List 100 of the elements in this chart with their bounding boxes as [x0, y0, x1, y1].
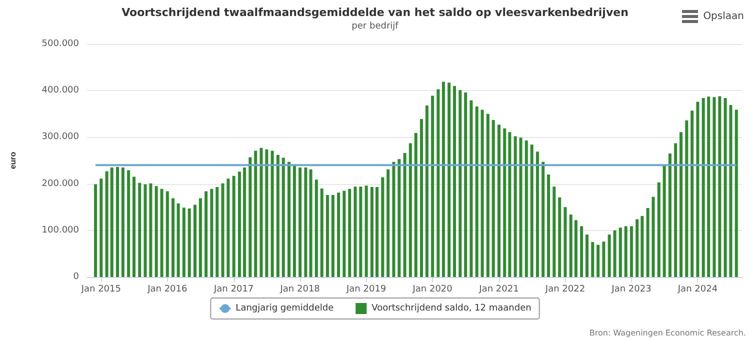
bar: [668, 154, 672, 277]
bar: [464, 92, 468, 277]
bar: [497, 124, 500, 277]
bar: [386, 169, 390, 277]
bar: [475, 106, 478, 277]
bar: [342, 190, 346, 277]
bar: [276, 154, 280, 277]
bar: [216, 187, 219, 277]
bar: [586, 234, 589, 277]
bar: [105, 171, 108, 277]
bar: [680, 132, 683, 277]
y-tick-label: 400.000: [42, 86, 80, 96]
bar: [243, 167, 246, 277]
bar: [326, 194, 329, 277]
bar: [596, 244, 600, 277]
bar: [226, 178, 230, 277]
text: Bron: Wageningen Economic Research.: [589, 328, 746, 338]
x-tick-label: Jan 2020: [412, 284, 453, 294]
bar: [613, 230, 616, 277]
bar: [724, 98, 727, 277]
y-tick-label: 300.000: [42, 132, 80, 142]
x-tick-label: Jan 2018: [279, 284, 320, 294]
bar: [542, 162, 545, 277]
y-axis-title: euro: [8, 152, 18, 170]
bar: [176, 203, 180, 277]
bar: [657, 182, 660, 277]
bar: [265, 149, 268, 277]
bar: [348, 188, 352, 277]
bar: [470, 100, 473, 277]
bar: [94, 184, 98, 277]
bar: [414, 133, 418, 277]
bar: [376, 187, 379, 277]
bar: [503, 128, 506, 277]
bar: [569, 214, 572, 277]
bar: [304, 167, 308, 277]
bar: [408, 143, 412, 277]
bar: [652, 196, 655, 277]
bar: [486, 114, 490, 277]
bar: [127, 170, 130, 277]
bar: [370, 187, 374, 277]
bar: [552, 186, 556, 277]
bar: [100, 178, 103, 277]
bar: [282, 158, 285, 277]
bar: [580, 226, 584, 277]
bar: [182, 208, 186, 277]
bar: [248, 157, 252, 277]
bar: [442, 82, 445, 277]
bar: [193, 204, 196, 277]
bar: [685, 120, 688, 277]
bar: [110, 167, 114, 277]
bar: [398, 159, 401, 277]
chart-title: Voortschrijdend twaalfmaandsgemiddelde van het saldo op vleesvarkenbedrijven: [122, 6, 628, 19]
bar: [718, 96, 722, 277]
bar: [232, 176, 236, 277]
bar: [547, 174, 550, 277]
bar: [298, 167, 302, 277]
bar: [608, 234, 611, 277]
bar: [210, 188, 214, 277]
bar: [431, 96, 434, 277]
bar: [624, 226, 628, 277]
bar: [238, 172, 241, 277]
bar: [320, 188, 324, 277]
bar: [309, 169, 312, 277]
bar: [198, 198, 202, 277]
y-tick-label: 200.000: [42, 178, 80, 189]
bar: [530, 144, 534, 277]
bar: [564, 207, 567, 277]
x-tick-label: Jan 2024: [676, 284, 718, 294]
text: Opslaan: [703, 11, 744, 22]
bar: [138, 182, 142, 277]
bar: [712, 97, 716, 277]
bar: [696, 102, 700, 277]
bar: [132, 176, 136, 277]
bar: [420, 119, 423, 277]
bar: [734, 110, 738, 277]
bar: [480, 110, 484, 277]
bar: [260, 148, 263, 277]
y-tick-label: 500.000: [42, 39, 80, 49]
bar: [116, 167, 119, 277]
bar: [144, 184, 147, 277]
bar: [221, 183, 224, 277]
bar: [636, 219, 639, 277]
bar: [292, 164, 296, 277]
bar: [702, 98, 705, 277]
x-tick-label: Jan 2021: [478, 284, 519, 294]
bar: [359, 186, 362, 277]
bar: [337, 192, 340, 277]
x-tick-label: Jan 2016: [146, 284, 188, 294]
bar: [707, 96, 710, 277]
bar: [453, 86, 456, 277]
bar: [166, 191, 169, 277]
y-tick-label: 0: [73, 272, 80, 282]
bar: [558, 197, 562, 277]
bar: [172, 198, 175, 277]
bar: [364, 186, 368, 277]
bar: [591, 242, 594, 277]
bar: [618, 228, 622, 277]
bar: [188, 208, 191, 277]
bar: [314, 180, 318, 277]
bar: [646, 208, 650, 277]
